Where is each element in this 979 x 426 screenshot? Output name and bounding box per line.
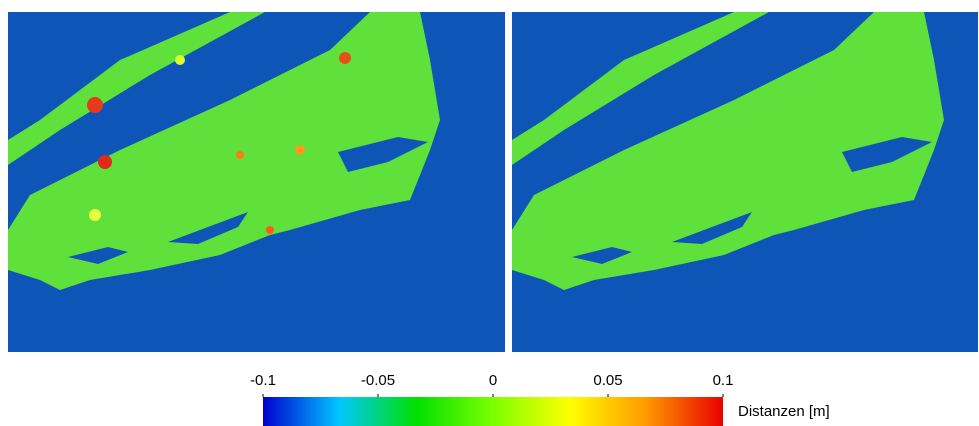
- page: Distanzen [m] -0.1-0.0500.050.1 (() => {…: [0, 0, 979, 426]
- map-right: [512, 12, 978, 352]
- colorbar-tick-label: 0.05: [593, 372, 622, 389]
- map-left: [8, 12, 505, 352]
- colorbar-tick-label: 0.1: [713, 372, 734, 389]
- colorbar-label: Distanzen [m]: [738, 403, 830, 420]
- figure: Distanzen [m] -0.1 -0.05 0 0.05 0.1: [0, 0, 979, 426]
- colorbar: [263, 397, 723, 426]
- colorbar-tick-label: -0.1: [250, 372, 276, 389]
- colorbar-tick-label: 0: [489, 372, 497, 389]
- colorbar-tick-label: -0.05: [361, 372, 395, 389]
